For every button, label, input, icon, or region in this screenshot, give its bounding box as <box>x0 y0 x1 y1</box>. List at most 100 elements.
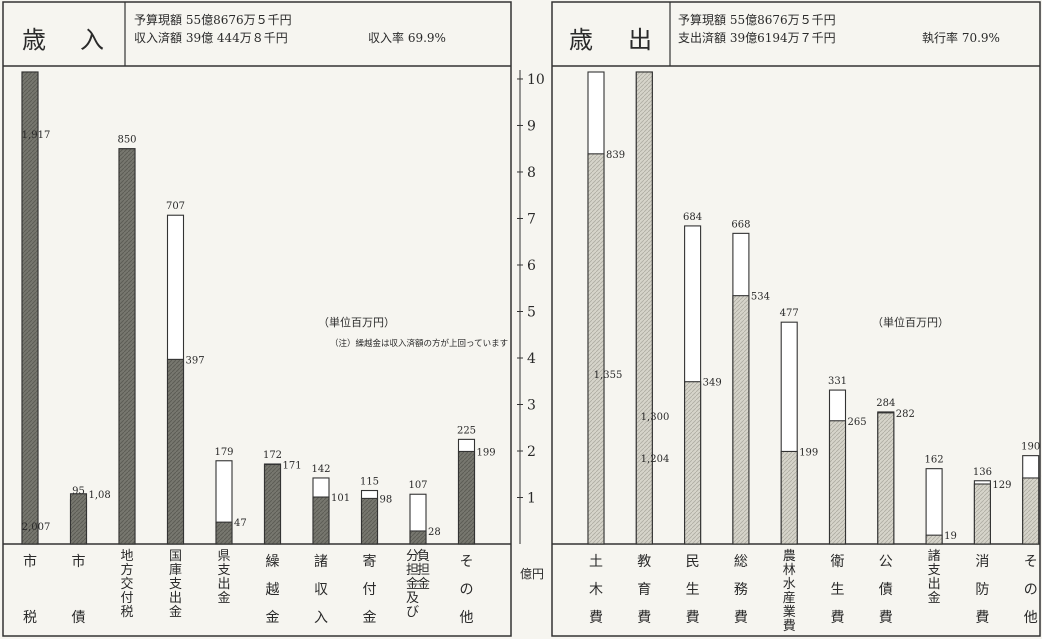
category-label: 金 <box>406 576 419 592</box>
left-title-char-1: 歳 <box>22 26 46 54</box>
category-label: 税 <box>23 610 37 626</box>
actual-value-label: 98 <box>380 494 393 505</box>
actual-value-label: 101 <box>331 493 350 504</box>
y-axis-tick-label: 6 <box>527 258 536 274</box>
category-label: び <box>406 605 419 620</box>
category-label: 市 <box>23 553 37 570</box>
budget-value-label: 142 <box>311 464 330 475</box>
right-execution-rate: 執行率 70.9% <box>922 30 1000 45</box>
left-revenue-rate: 収入率 69.9% <box>368 30 446 45</box>
category-label: 出 <box>928 577 941 592</box>
category-label: 収 <box>314 582 328 598</box>
actual-bar <box>21 71 39 545</box>
category-label: 出 <box>217 577 230 592</box>
category-label: 方 <box>120 562 133 578</box>
category-label: 他 <box>460 610 474 626</box>
y-axis-tick-label: 3 <box>527 397 536 413</box>
left-footnote: （注）繰越金は収入済額の方が上回っています <box>330 338 508 349</box>
category-label: 出 <box>169 591 182 606</box>
actual-value-label: 1,204 <box>641 454 670 465</box>
category-label: 費 <box>637 610 651 626</box>
category-label: 分 <box>406 549 419 564</box>
category-label: 土 <box>589 554 603 570</box>
category-label: 総 <box>734 554 748 570</box>
budget-bar <box>925 468 943 545</box>
category-label: 付 <box>363 582 377 598</box>
category-label: 入 <box>314 610 328 626</box>
actual-value-label: 534 <box>751 292 770 303</box>
actual-value-label: 28 <box>428 527 441 538</box>
y-axis: 1 2 3 4 5 6 7 8 9 10 <box>517 70 545 544</box>
category-label: 他 <box>1024 610 1038 626</box>
left-panel-frame <box>2 1 512 637</box>
actual-bar <box>635 71 653 545</box>
category-label: 諸 <box>314 554 328 570</box>
category-label: 支 <box>169 577 182 592</box>
y-axis-tick-label: 8 <box>527 165 536 181</box>
actual-bar <box>312 496 330 545</box>
category-label: の <box>1024 582 1038 598</box>
right-unit-note: （単位百万円） <box>872 315 949 329</box>
left-unit-note: （単位百万円） <box>318 315 395 329</box>
actual-value-label: 1,917 <box>22 130 51 141</box>
y-axis-tick-label: 2 <box>527 444 536 460</box>
category-label: 林 <box>783 563 796 578</box>
y-axis-tick-label: 9 <box>527 118 536 134</box>
category-label: 費 <box>783 619 796 634</box>
actual-value-label: 171 <box>283 460 302 471</box>
category-label: 生 <box>831 582 845 598</box>
category-label: 金 <box>266 610 280 626</box>
actual-value-label: 282 <box>896 409 915 420</box>
budget-value-label: 107 <box>408 480 427 491</box>
budget-value-label: 477 <box>780 308 799 319</box>
category-label: 民 <box>686 554 700 570</box>
budget-value-label: 162 <box>925 455 944 466</box>
right-panel-frame <box>551 1 1041 637</box>
category-label: 衛 <box>831 554 845 570</box>
budget-value-label: 136 <box>973 467 992 478</box>
actual-value-label: 1,08 <box>89 490 111 501</box>
category-label: 費 <box>734 610 748 626</box>
actual-value-label: 47 <box>234 518 247 529</box>
left-header-line1: 予算現額 55億8676万５千円 <box>134 12 292 27</box>
category-label: 繰 <box>266 554 280 570</box>
left-title-char-2: 入 <box>80 26 104 54</box>
category-label: 交 <box>120 576 133 592</box>
category-label: 金 <box>169 604 182 620</box>
actual-bar <box>215 521 233 545</box>
axis-unit-label: 億円 <box>520 567 544 581</box>
category-label: 債 <box>72 610 86 626</box>
category-label: 公 <box>879 554 893 570</box>
actual-bar <box>1022 477 1040 545</box>
actual-value-label: 397 <box>186 355 205 366</box>
budget-value-label: 707 <box>166 201 185 212</box>
category-label: 債 <box>879 582 893 598</box>
y-axis-tick-label: 1 <box>527 490 536 506</box>
actual-bar <box>587 153 605 545</box>
actual-bar <box>877 412 895 545</box>
actual-value-label: 129 <box>992 480 1011 491</box>
category-label: 費 <box>831 610 845 626</box>
category-label: 金 <box>417 576 430 592</box>
budget-value-label: 115 <box>360 477 379 488</box>
budget-value-label: 225 <box>457 425 476 436</box>
right-title-char-2: 出 <box>628 26 652 54</box>
actual-value-label: 349 <box>703 378 722 389</box>
actual-bar <box>732 295 750 545</box>
y-axis-tick-label: 10 <box>527 72 545 88</box>
category-label: 消 <box>975 554 989 570</box>
category-label: 税 <box>120 605 133 620</box>
category-label: 木 <box>589 582 603 598</box>
right-header-line1: 予算現額 55億8676万５千円 <box>678 12 836 27</box>
actual-bar <box>828 420 847 545</box>
budget-value-label: 1,355 <box>594 370 623 381</box>
category-label: 費 <box>879 610 893 626</box>
expense-bars: 839土木費教育費684349民生費668534総務費477199農林水産業費3… <box>587 71 1042 634</box>
category-label: 生 <box>686 582 700 598</box>
budget-value-label: 668 <box>731 219 750 230</box>
category-label: 教 <box>637 554 651 570</box>
actual-value-label: 199 <box>799 447 818 458</box>
category-label: 庫 <box>169 563 182 578</box>
